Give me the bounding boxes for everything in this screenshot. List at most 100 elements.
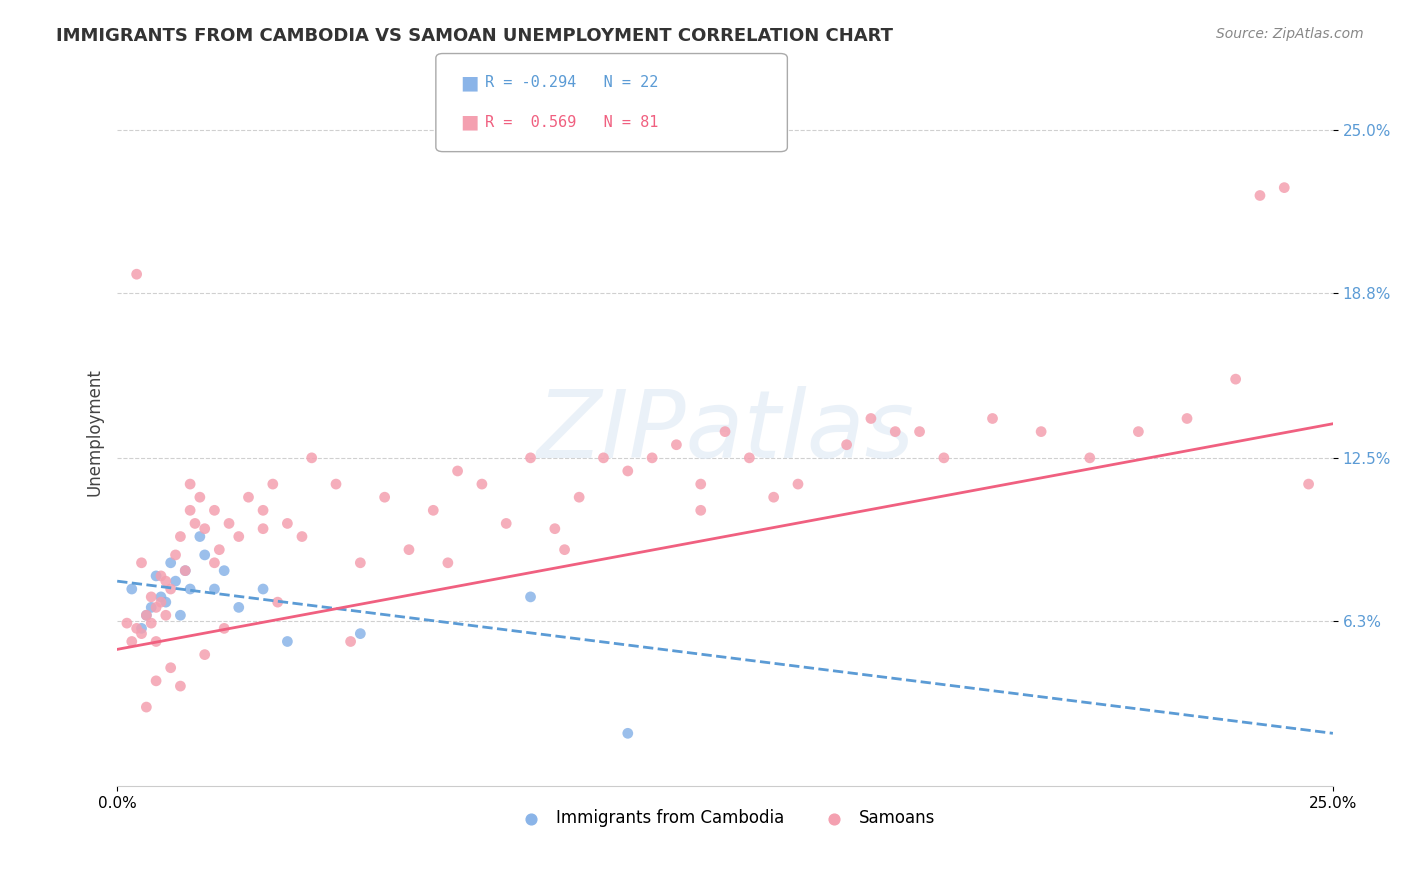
Point — [1272, 180, 1295, 194]
Point — [301, 450, 323, 465]
Text: R =  0.569   N = 81: R = 0.569 N = 81 — [485, 115, 658, 129]
Point — [981, 411, 1004, 425]
Point — [169, 679, 191, 693]
Point — [276, 516, 298, 531]
Point — [174, 564, 197, 578]
Point — [169, 608, 191, 623]
Text: ■: ■ — [460, 112, 478, 132]
Point — [155, 608, 177, 623]
Point — [179, 582, 201, 596]
Point — [169, 530, 191, 544]
Point — [212, 564, 235, 578]
Point — [135, 608, 157, 623]
Point — [1225, 372, 1247, 386]
Point — [238, 490, 260, 504]
Point — [374, 490, 396, 504]
Point — [228, 530, 250, 544]
Point — [131, 626, 153, 640]
Point — [188, 490, 211, 504]
Point — [121, 634, 143, 648]
Point — [184, 516, 207, 531]
Point — [179, 477, 201, 491]
Point — [1029, 425, 1052, 439]
Point — [617, 726, 640, 740]
Point — [325, 477, 347, 491]
Point — [159, 582, 181, 596]
Point — [141, 616, 163, 631]
Point — [252, 503, 274, 517]
Point — [544, 522, 567, 536]
Point — [568, 490, 591, 504]
Point — [471, 477, 494, 491]
Point — [1298, 477, 1320, 491]
Text: ■: ■ — [460, 73, 478, 93]
Point — [787, 477, 810, 491]
Point — [689, 477, 711, 491]
Point — [141, 590, 163, 604]
Point — [204, 582, 226, 596]
Point — [884, 425, 907, 439]
Point — [1175, 411, 1198, 425]
Point — [437, 556, 460, 570]
Point — [1249, 188, 1271, 202]
Point — [617, 464, 640, 478]
Point — [908, 425, 931, 439]
Point — [145, 569, 167, 583]
Point — [592, 450, 614, 465]
Point — [266, 595, 288, 609]
Point — [149, 590, 172, 604]
Point — [194, 648, 217, 662]
Point — [135, 700, 157, 714]
Point — [174, 564, 197, 578]
Point — [208, 542, 231, 557]
Text: IMMIGRANTS FROM CAMBODIA VS SAMOAN UNEMPLOYMENT CORRELATION CHART: IMMIGRANTS FROM CAMBODIA VS SAMOAN UNEMP… — [56, 27, 893, 45]
Point — [165, 574, 187, 589]
Point — [155, 595, 177, 609]
Point — [276, 634, 298, 648]
Point — [145, 673, 167, 688]
Text: ZIPatlas: ZIPatlas — [536, 386, 914, 477]
Point — [125, 267, 148, 281]
Point — [738, 450, 761, 465]
Point — [165, 548, 187, 562]
Y-axis label: Unemployment: Unemployment — [86, 368, 103, 496]
Point — [212, 621, 235, 635]
Point — [714, 425, 737, 439]
Point — [349, 626, 371, 640]
Point — [228, 600, 250, 615]
Point — [349, 556, 371, 570]
Point — [422, 503, 444, 517]
Point — [665, 438, 688, 452]
Point — [689, 503, 711, 517]
Point — [149, 569, 172, 583]
Point — [131, 556, 153, 570]
Point — [519, 450, 541, 465]
Point — [932, 450, 955, 465]
Point — [262, 477, 284, 491]
Point — [495, 516, 517, 531]
Point — [252, 582, 274, 596]
Point — [149, 595, 172, 609]
Point — [194, 522, 217, 536]
Point — [188, 530, 211, 544]
Point — [204, 503, 226, 517]
Point — [179, 503, 201, 517]
Text: Source: ZipAtlas.com: Source: ZipAtlas.com — [1216, 27, 1364, 41]
Point — [121, 582, 143, 596]
Point — [204, 556, 226, 570]
Point — [641, 450, 664, 465]
Point — [252, 522, 274, 536]
Point — [125, 621, 148, 635]
Point — [115, 616, 138, 631]
Point — [1128, 425, 1150, 439]
Point — [159, 556, 181, 570]
Point — [194, 548, 217, 562]
Point — [145, 600, 167, 615]
Point — [131, 621, 153, 635]
Point — [339, 634, 361, 648]
Point — [155, 574, 177, 589]
Legend: Immigrants from Cambodia, Samoans: Immigrants from Cambodia, Samoans — [508, 803, 942, 834]
Point — [519, 590, 541, 604]
Point — [141, 600, 163, 615]
Point — [159, 661, 181, 675]
